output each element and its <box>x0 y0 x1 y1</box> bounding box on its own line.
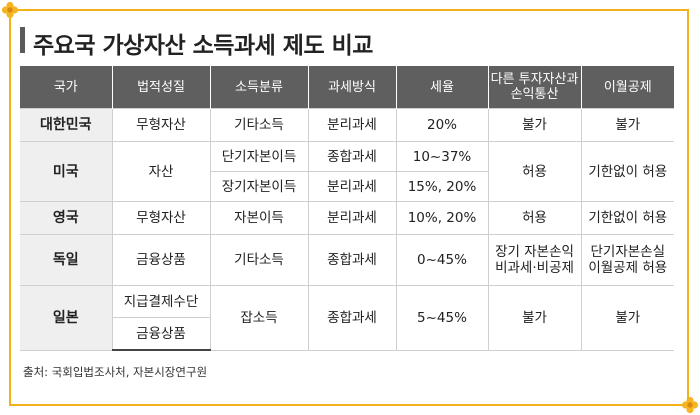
table-row-korea: 대한민국 무형자산 기타소득 분리과세 20% 불가 불가 <box>20 108 674 142</box>
header-loss-offset: 다른 투자자산과 손익통산 <box>487 66 581 109</box>
cell-legal-nature: 금융상품 <box>111 317 211 351</box>
cell-tax-method: 분리과세 <box>307 171 397 202</box>
cell-loss-offset: 불가 <box>487 285 582 351</box>
cell-legal-nature: 지급결제수단 <box>111 285 211 318</box>
flower-icon <box>681 396 699 414</box>
country-cell: 독일 <box>20 234 113 286</box>
cell-income-class: 단기자본이득 <box>209 141 309 172</box>
cell-tax-method: 종합과세 <box>307 141 397 172</box>
title-accent-bar <box>20 27 25 53</box>
header-country: 국가 <box>20 66 112 109</box>
cell-legal-nature: 자산 <box>111 141 211 202</box>
cell-legal-nature: 금융상품 <box>111 234 211 286</box>
header-carryforward: 이월공제 <box>580 66 674 109</box>
table-row-japan-2: 금융상품 <box>20 317 674 351</box>
cell-income-class: 잡소득 <box>209 285 309 351</box>
cell-tax-method: 종합과세 <box>307 285 397 351</box>
cell-income-class: 기타소득 <box>209 108 309 142</box>
cell-tax-method: 분리과세 <box>307 201 397 235</box>
cell-tax-rate: 10%, 20% <box>395 201 489 235</box>
table-row-uk: 영국 무형자산 자본이득 분리과세 10%, 20% 허용 기한없이 허용 <box>20 201 674 235</box>
comparison-table: 국가 법적성질 소득분류 과세방식 세율 다른 투자자산과 손익통산 이월공제 … <box>20 66 674 351</box>
cell-tax-rate: 5~45% <box>395 285 489 351</box>
cell-income-class: 기타소득 <box>209 234 309 286</box>
cell-carryforward: 기한없이 허용 <box>580 141 674 202</box>
table-header-row: 국가 법적성질 소득분류 과세방식 세율 다른 투자자산과 손익통산 이월공제 <box>20 66 674 109</box>
header-legal-nature: 법적성질 <box>111 66 210 109</box>
cell-loss-offset: 불가 <box>487 108 582 142</box>
cell-carryforward: 단기자본손실 이월공제 허용 <box>580 234 674 286</box>
country-cell: 미국 <box>20 141 113 202</box>
country-cell: 대한민국 <box>20 108 113 142</box>
country-cell: 영국 <box>20 201 113 235</box>
cell-carryforward: 불가 <box>580 285 674 351</box>
page-title: 주요국 가상자산 소득과세 제도 비교 <box>33 33 373 59</box>
cell-loss-offset: 장기 자본손익 비과세·비공제 <box>487 234 582 286</box>
header-tax-rate: 세율 <box>395 66 488 109</box>
cell-tax-method: 종합과세 <box>307 234 397 286</box>
cell-legal-nature: 무형자산 <box>111 201 211 235</box>
table-row-japan: 일본 지급결제수단 잡소득 종합과세 5~45% 불가 불가 <box>20 285 674 351</box>
cell-income-class: 자본이득 <box>209 201 309 235</box>
source-note: 출처: 국회입법조사처, 자본시장연구원 <box>23 365 208 379</box>
header-tax-method: 과세방식 <box>307 66 396 109</box>
cell-income-class: 장기자본이득 <box>209 171 309 202</box>
cell-tax-rate: 10~37% <box>395 141 489 172</box>
cell-legal-nature: 무형자산 <box>111 108 211 142</box>
cell-tax-rate: 15%, 20% <box>395 171 489 202</box>
cell-carryforward: 불가 <box>580 108 674 142</box>
cell-tax-rate: 20% <box>395 108 489 142</box>
table-row-germany: 독일 금융상품 기타소득 종합과세 0~45% 장기 자본손익 비과세·비공제 … <box>20 234 674 286</box>
cell-tax-rate: 0~45% <box>395 234 489 286</box>
country-cell: 일본 <box>20 285 113 351</box>
cell-tax-method: 분리과세 <box>307 108 397 142</box>
table-row-usa: 미국 자산 단기자본이득 종합과세 10~37% 허용 기한없이 허용 <box>20 141 674 202</box>
cell-carryforward: 기한없이 허용 <box>580 201 674 235</box>
flower-icon <box>1 1 19 19</box>
cell-loss-offset: 허용 <box>487 141 582 202</box>
header-income-class: 소득분류 <box>209 66 308 109</box>
cell-loss-offset: 허용 <box>487 201 582 235</box>
title-area: 주요국 가상자산 소득과세 제도 비교 <box>20 24 674 64</box>
